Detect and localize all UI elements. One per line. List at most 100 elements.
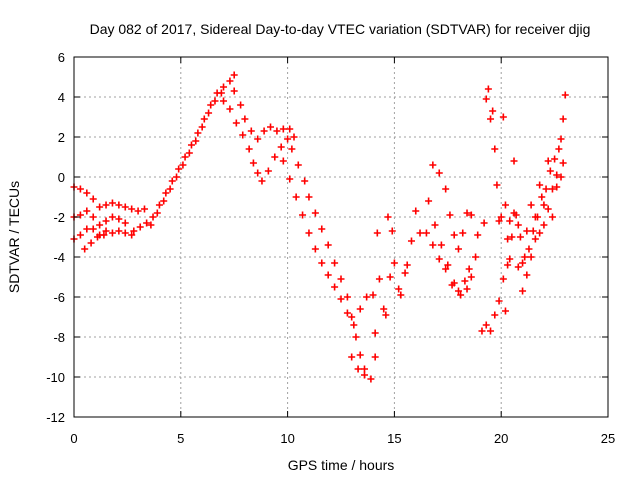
data-point: [465, 265, 473, 273]
data-point: [538, 193, 546, 201]
data-point: [93, 233, 101, 241]
data-point: [89, 213, 97, 221]
data-point: [230, 71, 238, 79]
data-point: [450, 279, 458, 287]
data-point: [395, 285, 403, 293]
data-point: [149, 213, 157, 221]
data-point: [96, 203, 104, 211]
data-point: [318, 225, 326, 233]
data-point: [102, 227, 110, 235]
data-point: [96, 221, 104, 229]
data-point: [548, 213, 556, 221]
data-point: [360, 371, 368, 379]
data-point: [230, 87, 238, 95]
data-point: [173, 173, 181, 181]
x-tick-label: 25: [601, 431, 615, 446]
data-point: [506, 217, 514, 225]
data-point: [557, 173, 565, 181]
data-point: [499, 113, 507, 121]
data-point: [115, 227, 123, 235]
data-point: [425, 197, 433, 205]
data-point: [551, 155, 559, 163]
data-point: [367, 375, 375, 383]
data-point: [76, 231, 84, 239]
y-tick-label: -4: [53, 250, 65, 265]
data-point: [187, 141, 195, 149]
data-point: [559, 115, 567, 123]
data-point: [491, 145, 499, 153]
data-point: [508, 233, 516, 241]
data-point: [249, 159, 257, 167]
data-point: [348, 313, 356, 321]
data-point: [192, 137, 200, 145]
tick-labels: 0 5 10 15 20 25 -12 -10 -8 -6 -4 -2 0 2 4 6: [46, 50, 615, 446]
data-point: [523, 227, 531, 235]
data-point: [514, 221, 522, 229]
data-point: [531, 235, 539, 243]
data-point: [160, 197, 168, 205]
data-point: [115, 201, 123, 209]
data-point: [318, 259, 326, 267]
data-point: [450, 231, 458, 239]
data-point: [356, 351, 364, 359]
data-point: [134, 207, 142, 215]
data-point: [390, 259, 398, 267]
data-point: [155, 201, 163, 209]
data-point: [482, 95, 490, 103]
data-point: [407, 237, 415, 245]
data-point: [147, 221, 155, 229]
data-point: [454, 245, 462, 253]
data-point: [211, 97, 219, 105]
data-point: [128, 231, 136, 239]
y-tick-label: 4: [58, 90, 65, 105]
data-point: [286, 175, 294, 183]
data-point: [343, 293, 351, 301]
data-point: [536, 229, 544, 237]
x-tick-label: 10: [280, 431, 294, 446]
data-point: [356, 305, 364, 313]
data-point: [521, 253, 529, 261]
data-point: [205, 109, 213, 117]
data-point: [324, 241, 332, 249]
y-tick-label: 6: [58, 50, 65, 65]
data-point: [540, 201, 548, 209]
data-point: [241, 115, 249, 123]
data-point: [136, 223, 144, 231]
data-point: [442, 185, 450, 193]
data-point: [553, 171, 561, 179]
data-point: [519, 259, 527, 267]
data-point: [429, 241, 437, 249]
data-point: [217, 89, 225, 97]
data-point: [299, 211, 307, 219]
data-point: [76, 211, 84, 219]
data-point: [457, 291, 465, 299]
data-point: [527, 201, 535, 209]
data-point: [461, 277, 469, 285]
data-point: [350, 321, 358, 329]
data-point: [143, 219, 151, 227]
data-point: [540, 221, 548, 229]
data-point: [435, 255, 443, 263]
data-point: [371, 353, 379, 361]
data-point: [121, 229, 129, 237]
data-point: [519, 287, 527, 295]
data-point: [311, 245, 319, 253]
y-tick-label: -12: [46, 410, 65, 425]
data-point: [175, 165, 183, 173]
data-point: [487, 327, 495, 335]
data-point: [510, 157, 518, 165]
data-point: [495, 217, 503, 225]
data-point: [501, 201, 509, 209]
data-point: [115, 215, 123, 223]
data-point: [89, 225, 97, 233]
data-point: [247, 127, 255, 135]
data-point: [482, 321, 490, 329]
data-point: [305, 193, 313, 201]
data-point: [83, 207, 91, 215]
data-point: [245, 145, 253, 153]
data-point: [343, 309, 351, 317]
data-point: [431, 221, 439, 229]
data-point: [352, 333, 360, 341]
data-point: [288, 145, 296, 153]
data-point: [360, 365, 368, 373]
